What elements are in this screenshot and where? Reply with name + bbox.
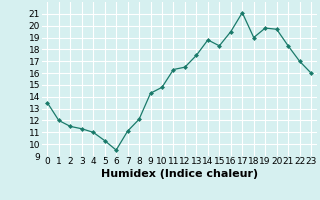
X-axis label: Humidex (Indice chaleur): Humidex (Indice chaleur) <box>100 169 258 179</box>
